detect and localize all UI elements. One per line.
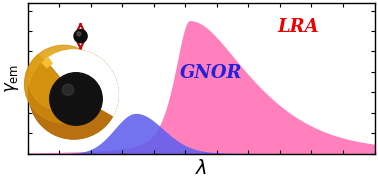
Circle shape [50,73,102,125]
Text: GNOR: GNOR [180,64,243,82]
Wedge shape [25,54,97,123]
Circle shape [77,32,81,36]
Y-axis label: $\gamma_\mathrm{em}$: $\gamma_\mathrm{em}$ [3,64,22,93]
Circle shape [28,47,91,110]
Circle shape [62,84,74,96]
Circle shape [29,50,118,139]
Circle shape [34,52,82,100]
Wedge shape [28,54,87,110]
Text: LRA: LRA [277,18,319,37]
Wedge shape [42,58,52,68]
Wedge shape [45,50,118,117]
Circle shape [25,45,102,123]
Wedge shape [29,60,112,139]
Circle shape [74,30,87,43]
X-axis label: $\lambda$: $\lambda$ [195,159,207,178]
